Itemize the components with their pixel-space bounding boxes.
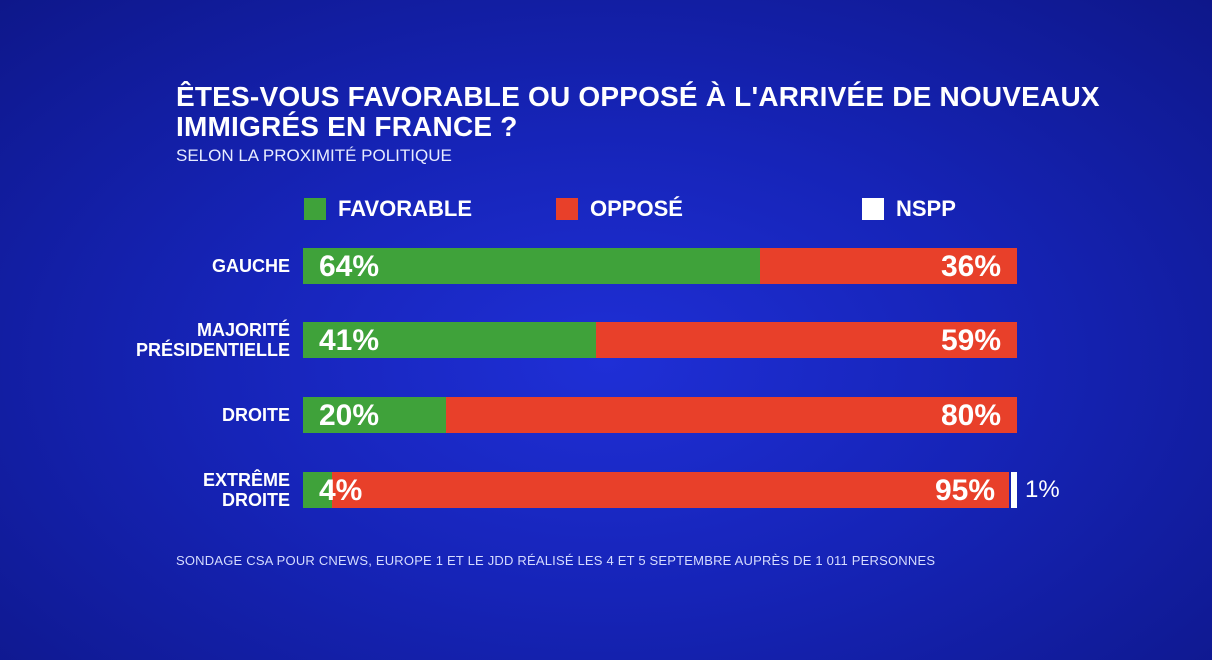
data-label-favorable: 41%	[319, 324, 380, 357]
category-label-line: MAJORITÉ	[196, 320, 290, 340]
legend-label-nspp: NSPP	[896, 196, 956, 221]
category-label: MAJORITÉ PRÉSIDENTIELLE	[136, 320, 290, 360]
bar-oppose	[760, 248, 1017, 284]
legend-oppose: OPPOSÉ	[556, 196, 683, 222]
bar-favorable	[303, 248, 760, 284]
data-label-favorable: 64%	[319, 250, 380, 283]
data-label-nspp: 1%	[1025, 476, 1060, 503]
chart-title: ÊTES-VOUS FAVORABLE OU OPPOSÉ À L'ARRIVÉ…	[176, 81, 1100, 142]
bar-oppose	[332, 472, 1009, 508]
category-label: GAUCHE	[212, 256, 290, 276]
bar-oppose	[446, 397, 1017, 433]
legend-swatch-favorable	[304, 198, 326, 220]
data-label-oppose: 95%	[934, 474, 995, 507]
bar-row: 4% 95%	[303, 472, 1017, 508]
legend-label-oppose: OPPOSÉ	[590, 196, 683, 221]
data-label-oppose: 80%	[940, 399, 1001, 432]
footnote: SONDAGE CSA POUR CNEWS, EUROPE 1 ET LE J…	[176, 553, 936, 568]
bar-row: 20% 80%	[303, 397, 1017, 433]
legend-label-favorable: FAVORABLE	[338, 196, 473, 221]
category-label-line: PRÉSIDENTIELLE	[135, 340, 290, 360]
data-label-favorable: 20%	[319, 399, 380, 432]
bar-favorable	[303, 322, 596, 358]
category-label-line: DROITE	[221, 490, 290, 510]
category-label: EXTRÊME DROITE	[203, 470, 290, 510]
bar-favorable	[303, 397, 446, 433]
category-label: DROITE	[222, 405, 290, 425]
data-label-favorable: 4%	[319, 474, 363, 507]
bar-row: 41% 59%	[303, 322, 1017, 358]
bar-nspp	[1011, 472, 1017, 508]
category-label-line: DROITE	[221, 405, 290, 425]
category-label-line: GAUCHE	[211, 256, 290, 276]
category-label-line: EXTRÊME	[202, 470, 290, 490]
bar-row: 64% 36%	[303, 248, 1017, 284]
legend-swatch-oppose	[556, 198, 578, 220]
legend-swatch-nspp	[862, 198, 884, 220]
data-label-oppose: 59%	[940, 324, 1001, 357]
legend-favorable: FAVORABLE	[304, 196, 472, 222]
legend-nspp: NSPP	[862, 196, 956, 222]
data-label-oppose: 36%	[940, 250, 1001, 283]
bar-favorable	[303, 472, 332, 508]
chart-subtitle: SELON LA PROXIMITÉ POLITIQUE	[176, 146, 452, 165]
bar-oppose	[596, 322, 1017, 358]
